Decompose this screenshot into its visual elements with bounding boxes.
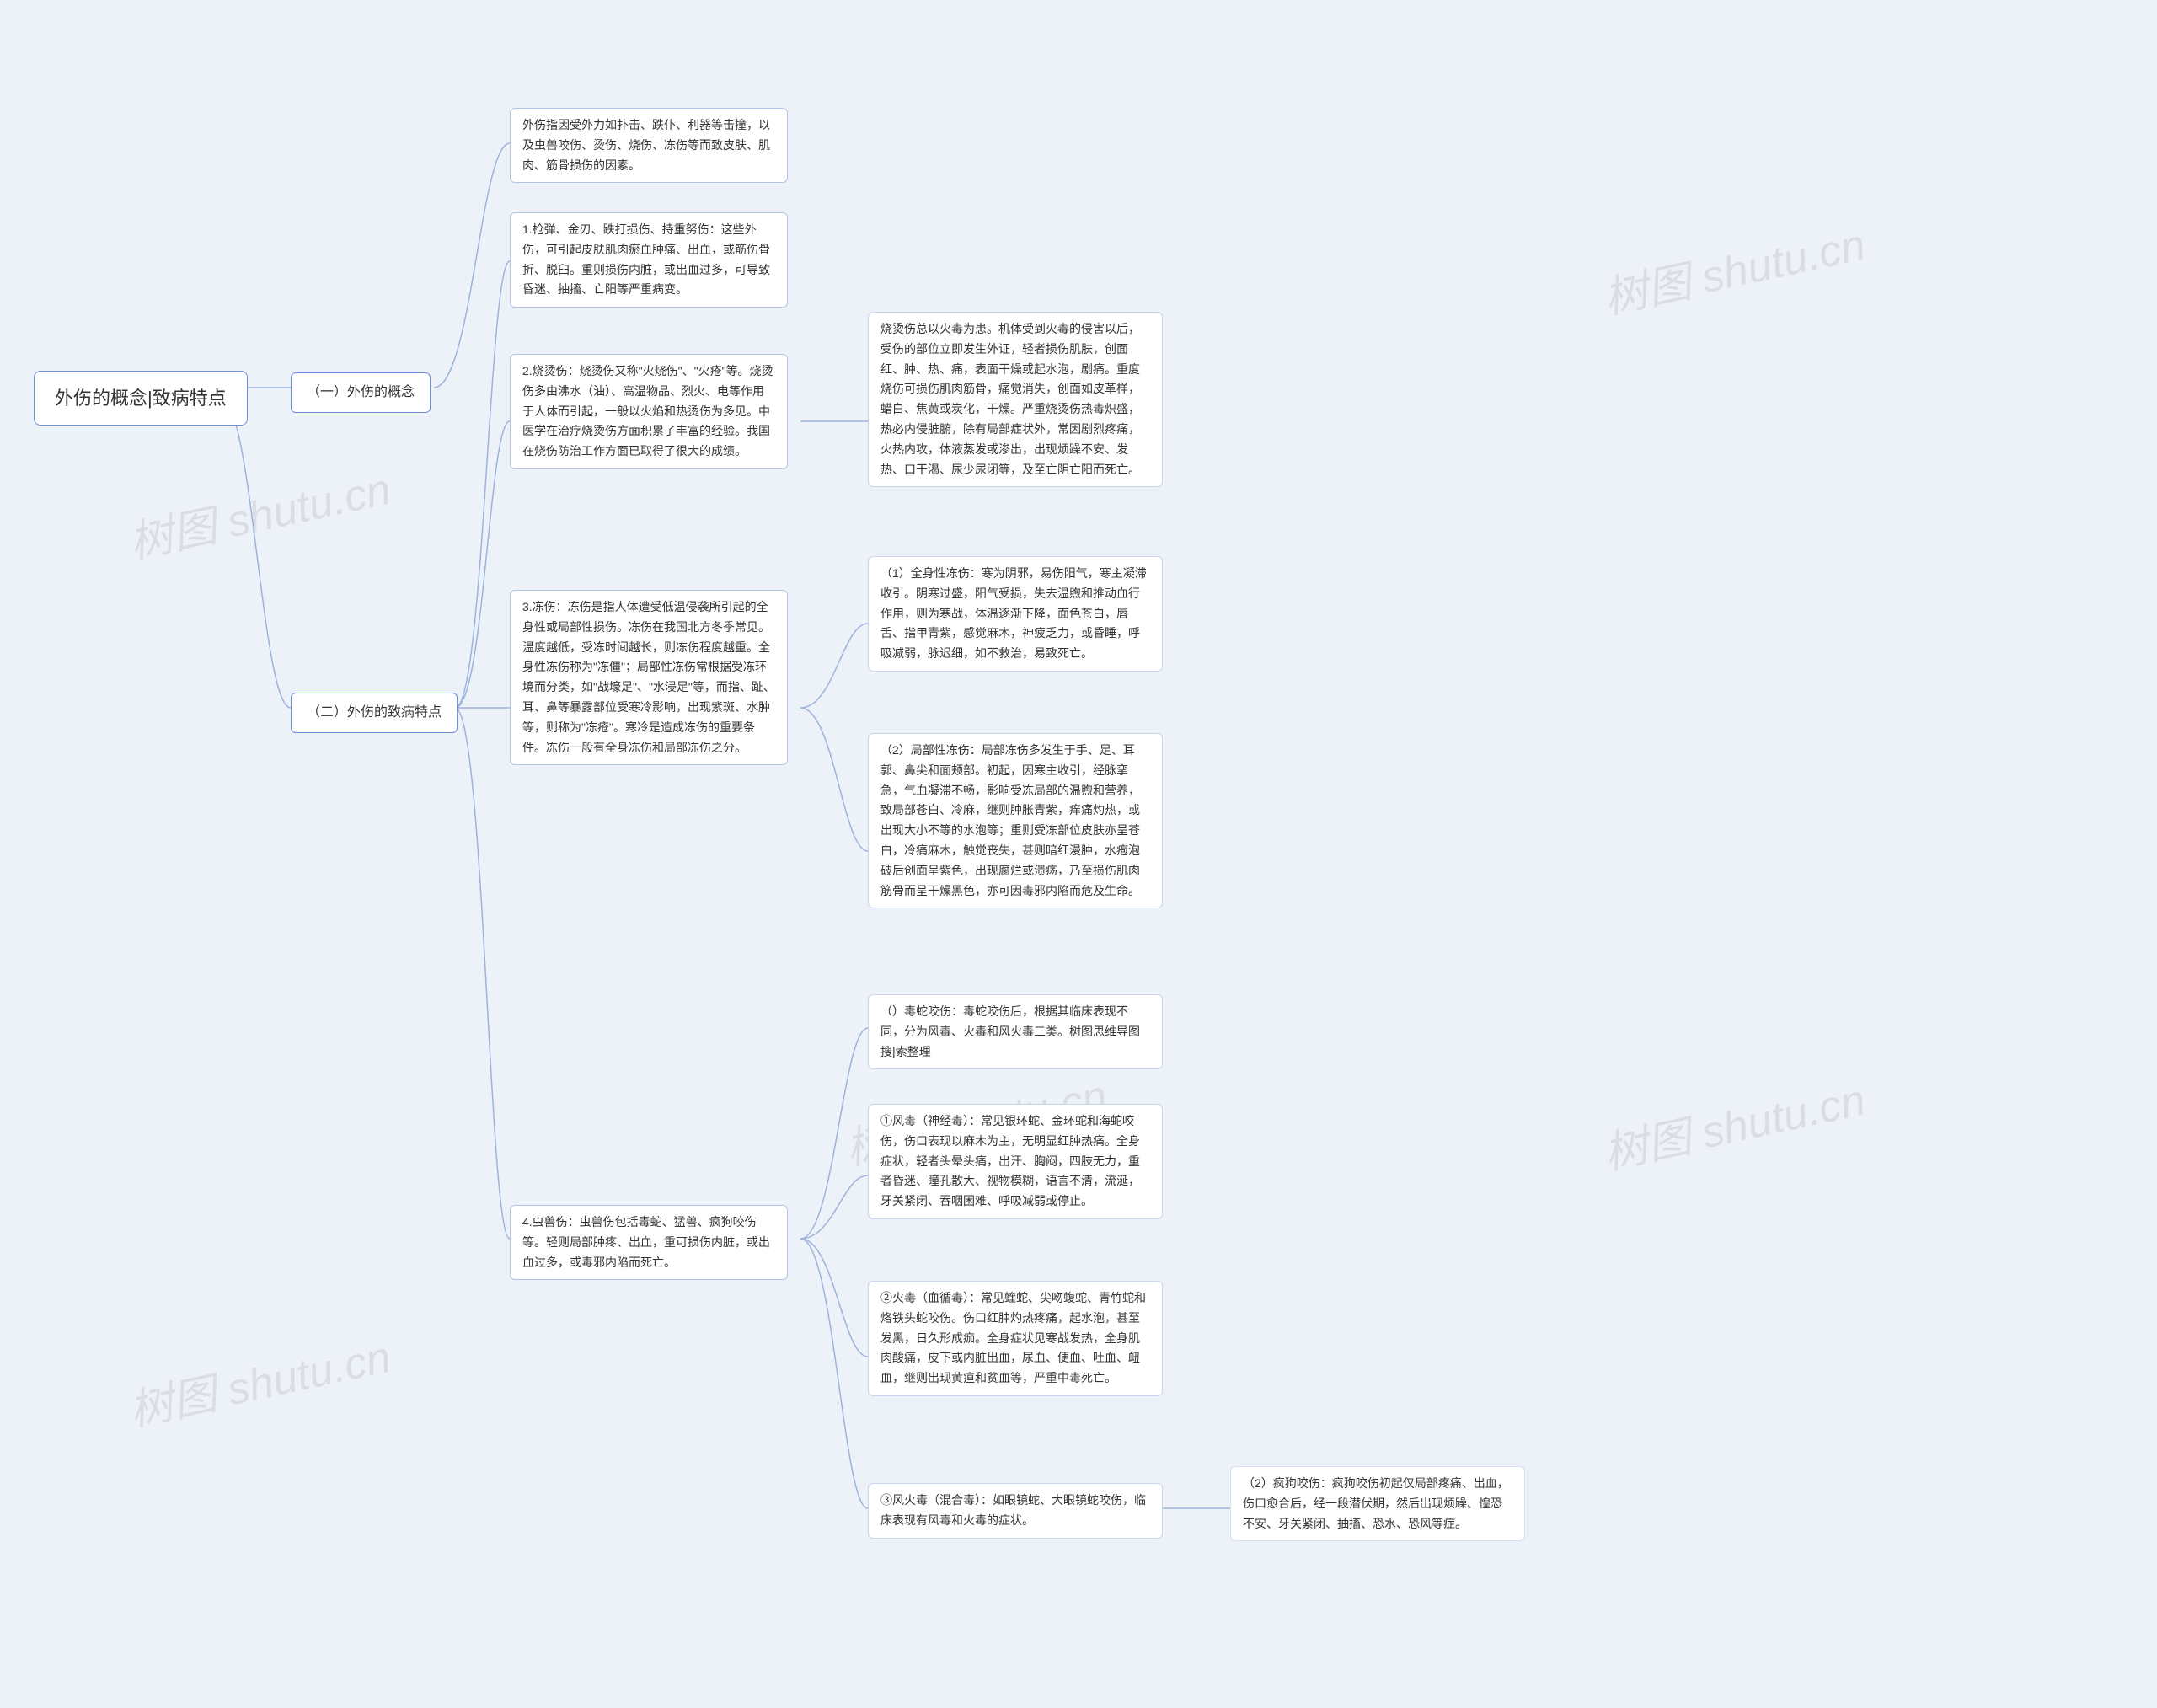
node-concept-text[interactable]: 外伤指因受外力如扑击、跌仆、利器等击撞，以及虫兽咬伤、烫伤、烧伤、冻伤等而致皮肤… <box>510 108 788 183</box>
watermark: 树图 shutu.cn <box>123 1321 396 1438</box>
node-snake-2[interactable]: ②火毒（血循毒）：常见蝰蛇、尖吻蝮蛇、青竹蛇和烙铁头蛇咬伤。伤口红肿灼热疼痛，起… <box>868 1281 1163 1396</box>
node-feat-2[interactable]: 2.烧烫伤：烧烫伤又称"火烧伤"、"火疮"等。烧烫伤多由沸水（油）、高温物品、烈… <box>510 354 788 469</box>
node-frost-1[interactable]: （1）全身性冻伤：寒为阴邪，易伤阳气，寒主凝滞收引。阴寒过盛，阳气受损，失去温煦… <box>868 556 1163 672</box>
node-feat-3[interactable]: 3.冻伤：冻伤是指人体遭受低温侵袭所引起的全身性或局部性损伤。冻伤在我国北方冬季… <box>510 590 788 765</box>
node-dog-bite[interactable]: （2）疯狗咬伤：疯狗咬伤初起仅局部疼痛、出血，伤口愈合后，经一段潜伏期，然后出现… <box>1230 1466 1525 1541</box>
watermark: 树图 shutu.cn <box>1598 209 1871 326</box>
watermark: 树图 shutu.cn <box>1598 1064 1871 1181</box>
root-node[interactable]: 外伤的概念|致病特点 <box>34 371 248 426</box>
node-snake-intro[interactable]: （）毒蛇咬伤：毒蛇咬伤后，根据其临床表现不同，分为风毒、火毒和风火毒三类。树图思… <box>868 994 1163 1069</box>
node-feat-4[interactable]: 4.虫兽伤：虫兽伤包括毒蛇、猛兽、疯狗咬伤等。轻则局部肿疼、出血，重可损伤内脏，… <box>510 1205 788 1280</box>
node-feat-1[interactable]: 1.枪弹、金刃、跌打损伤、持重努伤：这些外伤，可引起皮肤肌肉瘀血肿痛、出血，或筋… <box>510 212 788 308</box>
node-snake-3[interactable]: ③风火毒（混合毒）：如眼镜蛇、大眼镜蛇咬伤，临床表现有风毒和火毒的症状。 <box>868 1483 1163 1539</box>
node-snake-1[interactable]: ①风毒（神经毒）：常见银环蛇、金环蛇和海蛇咬伤，伤口表现以麻木为主，无明显红肿热… <box>868 1104 1163 1219</box>
node-burn-detail[interactable]: 烧烫伤总以火毒为患。机体受到火毒的侵害以后，受伤的部位立即发生外证，轻者损伤肌肤… <box>868 312 1163 487</box>
node-features[interactable]: （二）外伤的致病特点 <box>291 693 458 733</box>
node-concept[interactable]: （一）外伤的概念 <box>291 372 431 413</box>
node-frost-2[interactable]: （2）局部性冻伤：局部冻伤多发生于手、足、耳郭、鼻尖和面颊部。初起，因寒主收引，… <box>868 733 1163 908</box>
watermark: 树图 shutu.cn <box>123 453 396 570</box>
